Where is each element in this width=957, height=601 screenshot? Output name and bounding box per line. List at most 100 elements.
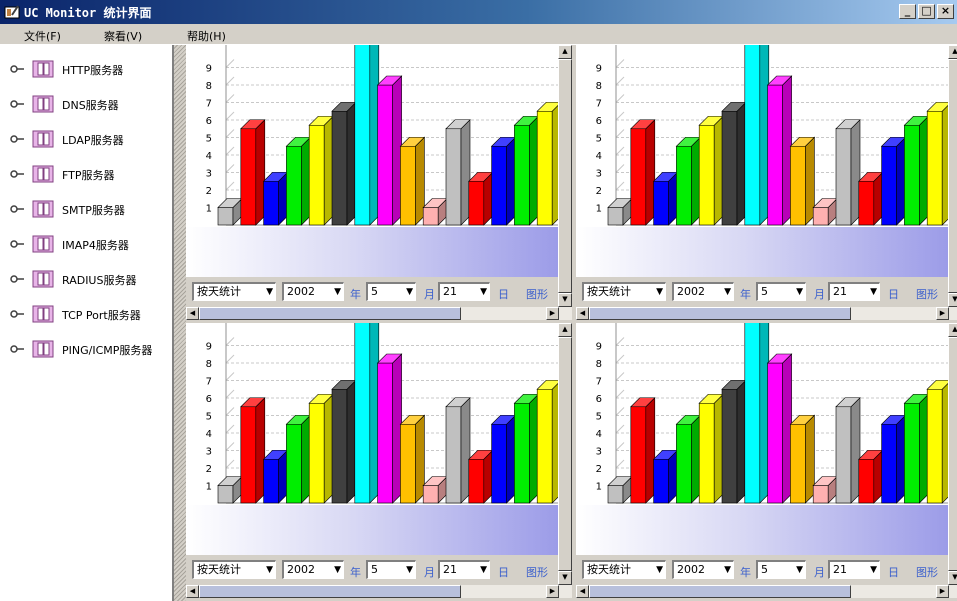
period-select[interactable]: 按天统计 ▼	[192, 560, 276, 579]
chart-type-label[interactable]: 图形	[916, 288, 938, 301]
year-select[interactable]: 2002 ▼	[282, 560, 344, 579]
month-select[interactable]: 5 ▼	[366, 560, 416, 579]
tree-handle-icon[interactable]	[10, 205, 24, 213]
scroll-thumb[interactable]	[589, 585, 851, 598]
tree-item[interactable]: LDAP服务器	[10, 129, 170, 149]
tree-handle-icon[interactable]	[10, 100, 24, 108]
vertical-scrollbar[interactable]: ▲ ▼	[948, 323, 957, 585]
tree-handle-icon[interactable]	[10, 135, 24, 143]
chevron-down-icon[interactable]: ▼	[406, 565, 413, 575]
horizontal-scrollbar[interactable]: ◀ ▶	[576, 585, 957, 598]
scroll-down-arrow-icon[interactable]: ▼	[558, 571, 572, 585]
chevron-down-icon[interactable]: ▼	[724, 287, 731, 297]
scroll-thumb[interactable]	[589, 307, 851, 320]
chevron-down-icon[interactable]: ▼	[796, 287, 803, 297]
chart-type-label[interactable]: 图形	[526, 288, 548, 301]
scroll-thumb[interactable]	[199, 307, 461, 320]
chevron-down-icon[interactable]: ▼	[870, 287, 877, 297]
scroll-up-arrow-icon[interactable]: ▲	[948, 45, 957, 59]
chevron-down-icon[interactable]: ▼	[266, 287, 273, 297]
day-select[interactable]: 21 ▼	[438, 560, 490, 579]
tree-item[interactable]: PING/ICMP服务器	[10, 339, 170, 359]
scroll-right-arrow-icon[interactable]: ▶	[936, 585, 949, 598]
scroll-thumb[interactable]	[948, 59, 957, 293]
scroll-up-arrow-icon[interactable]: ▲	[948, 323, 957, 337]
chevron-down-icon[interactable]: ▼	[656, 287, 663, 297]
tree-item[interactable]: RADIUS服务器	[10, 269, 170, 289]
chart-type-label[interactable]: 图形	[526, 566, 548, 579]
tree-item[interactable]: FTP服务器	[10, 164, 170, 184]
scroll-right-arrow-icon[interactable]: ▶	[546, 585, 559, 598]
tree-item[interactable]: IMAP4服务器	[10, 234, 170, 254]
y-tick-label: 7	[596, 99, 602, 110]
year-select[interactable]: 2002 ▼	[282, 282, 344, 301]
bar	[422, 197, 448, 226]
scroll-right-arrow-icon[interactable]: ▶	[546, 307, 559, 320]
chevron-down-icon[interactable]: ▼	[870, 565, 877, 575]
day-select[interactable]: 21 ▼	[828, 560, 880, 579]
chevron-down-icon[interactable]: ▼	[334, 565, 341, 575]
scroll-up-arrow-icon[interactable]: ▲	[558, 45, 572, 59]
scroll-down-arrow-icon[interactable]: ▼	[948, 293, 957, 307]
scroll-right-arrow-icon[interactable]: ▶	[936, 307, 949, 320]
scroll-left-arrow-icon[interactable]: ◀	[576, 585, 589, 598]
scroll-thumb[interactable]	[558, 337, 572, 571]
tree-item-label: IMAP4服务器	[62, 239, 129, 252]
tree-handle-icon[interactable]	[10, 65, 24, 73]
month-select[interactable]: 5 ▼	[366, 282, 416, 301]
chevron-down-icon[interactable]: ▼	[406, 287, 413, 297]
period-select[interactable]: 按天统计 ▼	[582, 560, 666, 579]
title-bar: UC Monitor 统计界面 _ □ ×	[0, 0, 957, 24]
vertical-scrollbar[interactable]: ▲ ▼	[558, 45, 572, 307]
scroll-down-arrow-icon[interactable]: ▼	[948, 571, 957, 585]
tree-handle-icon[interactable]	[10, 275, 24, 283]
maximize-button[interactable]: □	[918, 4, 935, 19]
chevron-down-icon[interactable]: ▼	[656, 565, 663, 575]
tree-item[interactable]: SMTP服务器	[10, 199, 170, 219]
tree-item[interactable]: TCP Port服务器	[10, 304, 170, 324]
chevron-down-icon[interactable]: ▼	[724, 565, 731, 575]
chevron-down-icon[interactable]: ▼	[266, 565, 273, 575]
chevron-down-icon[interactable]: ▼	[334, 287, 341, 297]
horizontal-scrollbar[interactable]: ◀ ▶	[576, 307, 957, 320]
bar-chart: 1 2 3 4 5 6 7 8 9	[576, 45, 948, 277]
year-select[interactable]: 2002 ▼	[672, 560, 734, 579]
horizontal-scrollbar[interactable]: ◀ ▶	[186, 307, 572, 320]
horizontal-scrollbar[interactable]: ◀ ▶	[186, 585, 572, 598]
scroll-left-arrow-icon[interactable]: ◀	[186, 307, 199, 320]
day-select[interactable]: 21 ▼	[438, 282, 490, 301]
tree-item[interactable]: DNS服务器	[10, 94, 170, 114]
scroll-down-arrow-icon[interactable]: ▼	[558, 293, 572, 307]
tree-handle-icon[interactable]	[10, 240, 24, 248]
scroll-left-arrow-icon[interactable]: ◀	[576, 307, 589, 320]
menu-bar: 文件(F) 察看(V) 帮助(H)	[0, 24, 957, 45]
scroll-left-arrow-icon[interactable]: ◀	[186, 585, 199, 598]
period-select[interactable]: 按天统计 ▼	[582, 282, 666, 301]
chevron-down-icon[interactable]: ▼	[480, 565, 487, 575]
tree-item[interactable]: HTTP服务器	[10, 59, 170, 79]
menu-help[interactable]: 帮助(H)	[187, 30, 226, 43]
chart-type-label[interactable]: 图形	[916, 566, 938, 579]
chevron-down-icon[interactable]: ▼	[480, 287, 487, 297]
menu-file[interactable]: 文件(F)	[24, 30, 61, 43]
period-select[interactable]: 按天统计 ▼	[192, 282, 276, 301]
chevron-down-icon[interactable]: ▼	[796, 565, 803, 575]
tree-handle-icon[interactable]	[10, 310, 24, 318]
split-pane-divider[interactable]	[174, 45, 186, 601]
grid-diag	[225, 337, 235, 346]
year-select[interactable]: 2002 ▼	[672, 282, 734, 301]
vertical-scrollbar[interactable]: ▲ ▼	[948, 45, 957, 307]
scroll-thumb[interactable]	[948, 337, 957, 571]
month-select[interactable]: 5 ▼	[756, 560, 806, 579]
tree-handle-icon[interactable]	[10, 345, 24, 353]
tree-handle-icon[interactable]	[10, 170, 24, 178]
month-select[interactable]: 5 ▼	[756, 282, 806, 301]
vertical-scrollbar[interactable]: ▲ ▼	[558, 323, 572, 585]
scroll-thumb[interactable]	[558, 59, 572, 293]
day-select[interactable]: 21 ▼	[828, 282, 880, 301]
scroll-thumb[interactable]	[199, 585, 461, 598]
close-button[interactable]: ×	[937, 4, 954, 19]
minimize-button[interactable]: _	[899, 4, 916, 19]
scroll-up-arrow-icon[interactable]: ▲	[558, 323, 572, 337]
menu-view[interactable]: 察看(V)	[104, 30, 143, 43]
